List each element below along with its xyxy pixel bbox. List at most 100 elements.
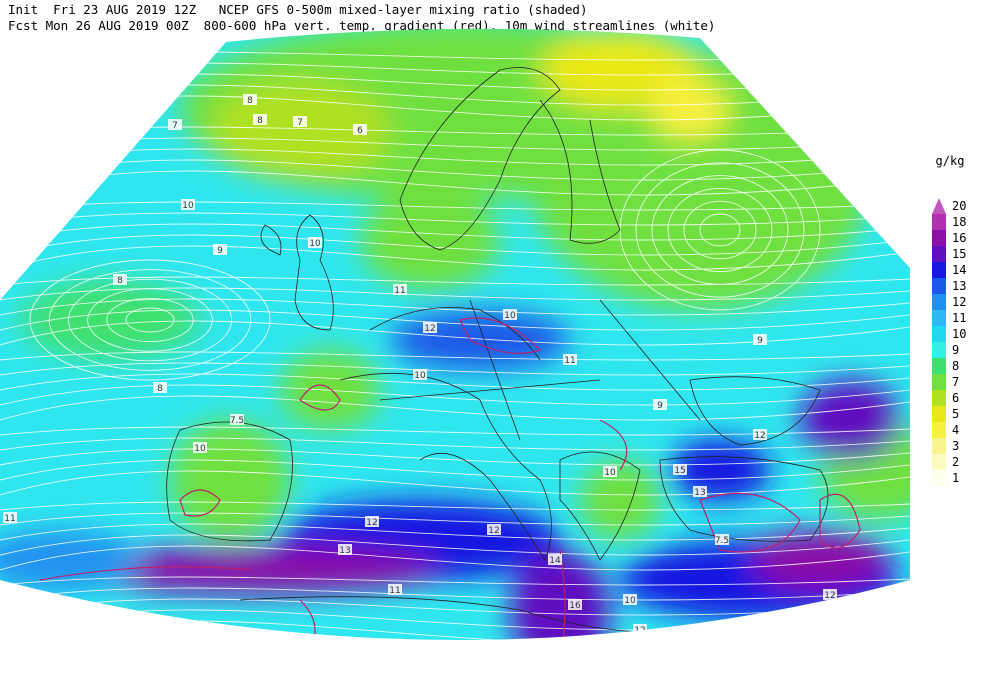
legend-label: 10 [952, 327, 966, 341]
map-label: 16 [569, 601, 581, 611]
streamline [0, 245, 910, 271]
map-label: 10 [604, 468, 616, 478]
legend-label: 3 [952, 439, 959, 453]
streamline [125, 307, 175, 333]
map-label-box [3, 512, 17, 523]
streamline [48, 269, 252, 371]
map-label-box [365, 516, 379, 527]
streamline [667, 187, 773, 273]
map-label-box [338, 544, 352, 555]
map-label-box [423, 322, 437, 333]
legend-swatch [932, 326, 946, 342]
map-label: 8 [157, 384, 163, 394]
map-label-box [388, 584, 402, 595]
map-label-box [487, 524, 501, 535]
map-label: 8 [257, 116, 263, 126]
map-label: 12 [488, 526, 499, 536]
map-label-box [715, 534, 729, 545]
legend-swatch [932, 294, 946, 310]
map-label: 10 [414, 371, 426, 381]
map-label: 12 [366, 518, 377, 528]
streamline [0, 395, 910, 421]
legend-label: 6 [952, 391, 959, 405]
streamline [699, 213, 741, 247]
header-line: Fcst Mon 26 AUG 2019 00Z 800-600 hPa ver… [8, 18, 715, 33]
legend-label: 16 [952, 231, 966, 245]
legend-unit: g/kg [936, 154, 965, 168]
streamline [67, 278, 233, 362]
map-label-box [633, 624, 647, 635]
header-line: Init Fri 23 AUG 2019 12Z NCEP GFS 0-500m… [8, 2, 587, 17]
streamline [0, 351, 910, 361]
map-label: 12 [634, 626, 645, 636]
map-label: 15 [674, 466, 685, 476]
map-label-box [413, 369, 427, 380]
streamline [0, 362, 910, 376]
streamline [0, 276, 910, 286]
map-label-box [503, 309, 517, 320]
map-label: 12 [754, 431, 765, 441]
legend-label: 2 [952, 455, 959, 469]
streamline [0, 448, 910, 466]
legend: 20 18 16 15 14 13 12 11 10 9 8 7 6 5 4 3 2 1 [932, 198, 966, 486]
legend-label: 1 [952, 471, 959, 485]
streamline [106, 297, 194, 343]
map-label-box [753, 429, 767, 440]
legend-swatch [932, 390, 946, 406]
legend-label: 8 [952, 359, 959, 373]
map-label-box [548, 554, 562, 565]
legend-label: 5 [952, 407, 959, 421]
streamline [0, 298, 910, 316]
map-label-box [153, 382, 167, 393]
legend-label: 18 [952, 215, 966, 229]
map-label: 8 [247, 96, 253, 106]
legend-swatch [932, 374, 946, 390]
streamline [651, 175, 789, 285]
map-label-box [673, 464, 687, 475]
legend-swatch [932, 406, 946, 422]
legend-label: 12 [952, 295, 966, 309]
map-label-box [213, 244, 227, 255]
map-label: 9 [757, 336, 763, 346]
legend-swatch [932, 438, 946, 454]
map-label-box [243, 94, 257, 105]
map-label: 10 [309, 239, 321, 249]
map-label: 11 [564, 356, 575, 366]
streamline [0, 309, 910, 331]
map-label-box [168, 119, 182, 130]
map-label: 10 [182, 201, 194, 211]
legend-swatch [932, 454, 946, 470]
map-label: 10 [194, 444, 206, 454]
streamline [0, 212, 910, 226]
streamline [29, 259, 271, 381]
map-label-box [253, 114, 267, 125]
streamline [0, 512, 910, 526]
map-label: 11 [394, 286, 405, 296]
map-label-box [293, 116, 307, 127]
streamline [87, 288, 213, 352]
streamline [0, 437, 910, 451]
streamline [0, 234, 910, 256]
legend-label: 13 [952, 279, 966, 293]
legend-label: 14 [952, 263, 966, 277]
map-label: 12 [424, 324, 435, 334]
map-label: 9 [657, 401, 663, 411]
legend-swatch [932, 422, 946, 438]
map-label-box [308, 237, 322, 248]
map-label-box [693, 486, 707, 497]
legend-label: 11 [952, 311, 966, 325]
legend-swatch [932, 278, 946, 294]
map-label: 13 [339, 546, 350, 556]
map-label-box [230, 414, 244, 425]
map-label-box [603, 466, 617, 477]
map-label-box [113, 274, 127, 285]
streamline [0, 459, 910, 481]
streamline [0, 223, 910, 241]
legend-swatch [932, 262, 946, 278]
streamline [0, 170, 910, 196]
streamline [0, 501, 910, 511]
legend-label: 20 [952, 199, 966, 213]
legend-swatch [932, 470, 946, 486]
